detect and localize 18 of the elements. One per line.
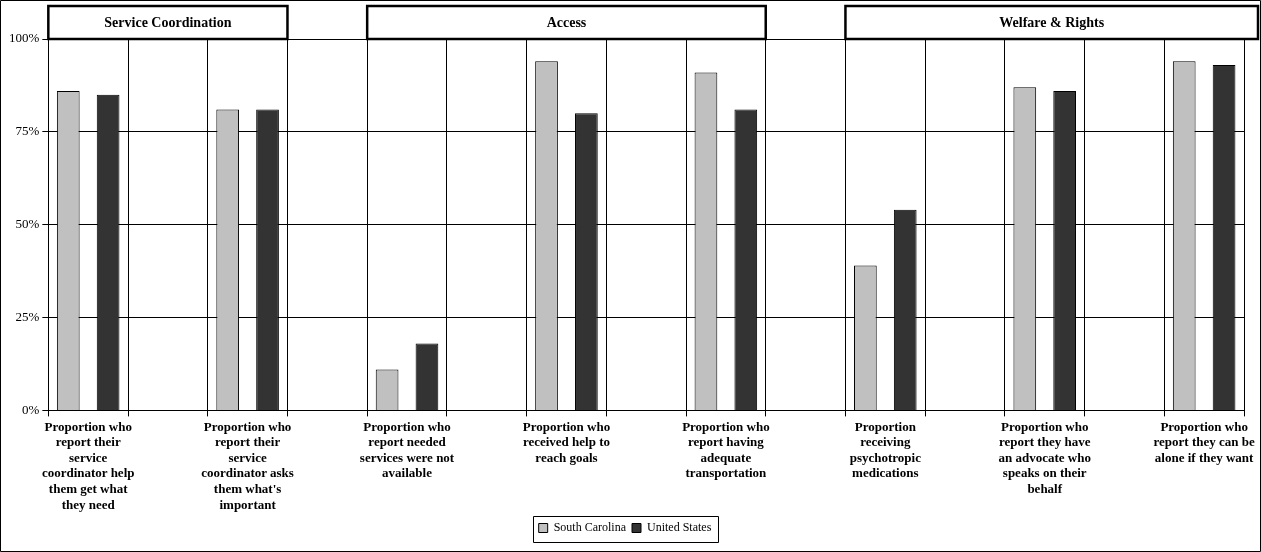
x-tick-label: Proportion who report they can be alone if they want bbox=[1153, 418, 1255, 465]
text: Service Coordination bbox=[104, 15, 232, 31]
legend-label: South Carolina bbox=[553, 520, 627, 535]
x-tick-label: Proportion who report having adequate transportation bbox=[682, 418, 770, 481]
x-tick-label: Proportion receiving psychotropic medications bbox=[849, 418, 922, 481]
x-tick-label: Proportion who report their service coordinator help them get what they need bbox=[41, 418, 135, 512]
x-tick-label: Proportion who report needed services were not available bbox=[359, 418, 455, 481]
text: Access bbox=[546, 15, 587, 31]
y-tick-label: 50% bbox=[15, 216, 40, 232]
y-tick-label: 75% bbox=[15, 123, 40, 139]
x-tick-label: Proportion who received help to reach goals bbox=[522, 418, 611, 465]
x-tick-label: Proportion who report they have an advocate who speaks on their behalf bbox=[998, 418, 1091, 496]
text: Welfare & Rights bbox=[999, 15, 1105, 31]
y-tick-label: 100% bbox=[8, 30, 40, 46]
x-tick-label: Proportion who report their service coordinator asks them what's important bbox=[201, 418, 294, 512]
y-tick-label: 25% bbox=[15, 308, 40, 324]
y-tick-label: 0% bbox=[21, 401, 40, 417]
legend-label: United States bbox=[647, 520, 712, 535]
